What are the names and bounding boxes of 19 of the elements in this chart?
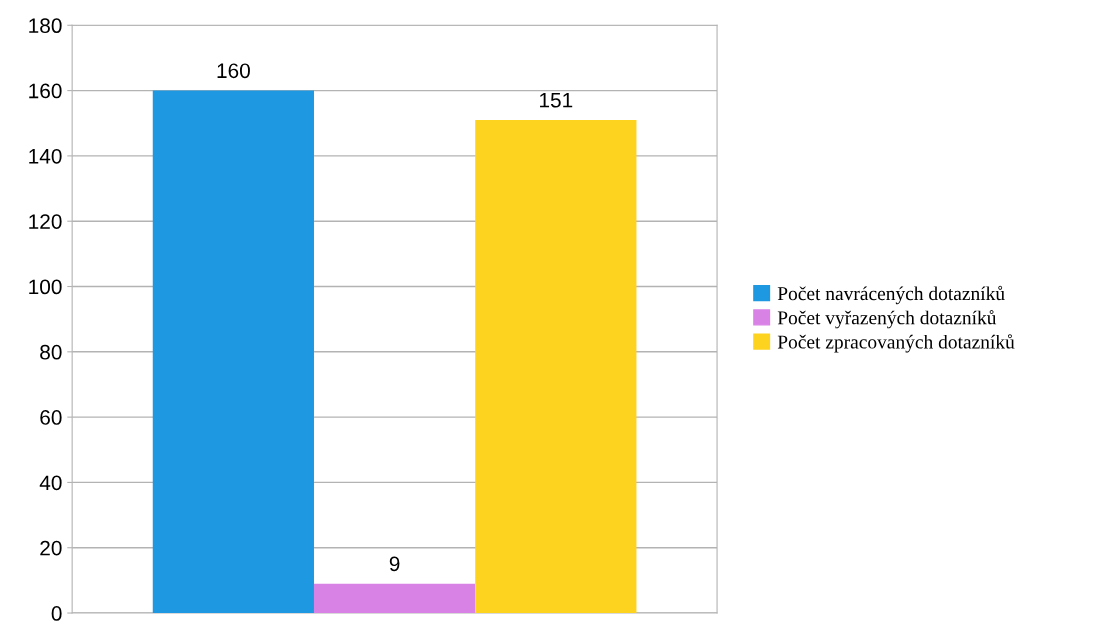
y-tick-label: 120 [29,214,62,229]
legend-label: Počet vyřazených dotazníků [777,310,997,329]
y-tick-label: 60 [40,410,62,425]
legend-label: Počet navrácených dotazníků [777,285,1005,305]
y-tick-label: 160 [29,83,62,99]
y-tick-label: 0 [51,606,62,621]
legend-label: Počet zpracovaných dotazníků [777,334,1015,353]
data-label: 151 [540,92,573,108]
data-label: 160 [217,63,250,79]
y-tick-label: 100 [29,279,62,295]
y-tick-label: 80 [40,344,62,360]
data-label: 9 [389,556,400,572]
y-tick-label: 20 [40,540,62,556]
bar [313,583,476,614]
y-tick-label: 180 [29,18,62,34]
y-tick-label: 140 [29,148,62,164]
bar [152,90,314,614]
y-tick-label: 40 [39,475,62,491]
bar [475,119,637,614]
